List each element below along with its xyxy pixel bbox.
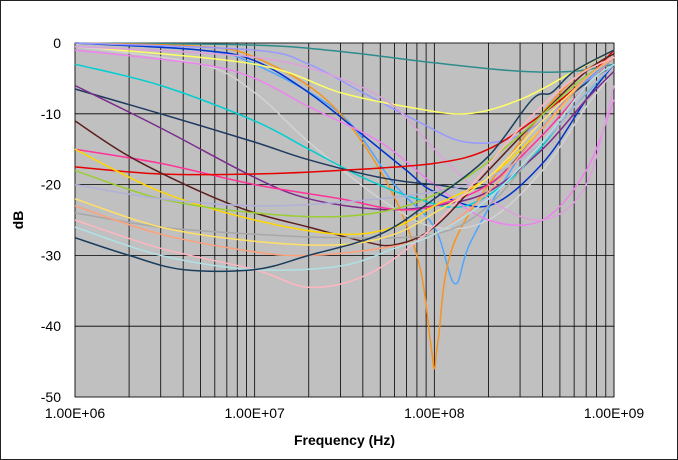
y-tick-label: -10 — [41, 106, 61, 122]
y-tick-label: -30 — [41, 247, 61, 263]
series-line-6 — [74, 45, 615, 115]
series-line-17 — [74, 56, 615, 218]
series-line-14 — [74, 49, 615, 176]
series-line-10 — [74, 45, 615, 222]
plot-area — [74, 42, 615, 398]
x-tick-label: 1.00E+07 — [224, 405, 285, 421]
y-axis-ticks: 0 -10 -20 -30 -40 -50 — [41, 35, 61, 405]
x-tick-label: 1.00E+08 — [404, 405, 465, 421]
series-line-9 — [74, 49, 615, 227]
y-tick-label: 0 — [53, 35, 61, 51]
series-line-18 — [74, 63, 615, 207]
y-tick-label: -20 — [41, 177, 61, 193]
y-tick-label: -40 — [41, 318, 61, 334]
series-line-8 — [74, 63, 615, 209]
x-axis-title: Frequency (Hz) — [294, 432, 395, 448]
x-tick-label: 1.00E+06 — [45, 405, 106, 421]
series-line-23 — [74, 63, 615, 272]
series-line-24 — [74, 49, 615, 273]
y-tick-label: -50 — [41, 389, 61, 405]
series-line-22 — [74, 56, 615, 289]
x-axis-ticks: 1.00E+06 1.00E+07 1.00E+08 1.00E+09 — [45, 405, 645, 421]
series-lines — [74, 42, 615, 370]
x-tick-label: 1.00E+09 — [584, 405, 645, 421]
y-axis-title: dB — [10, 211, 26, 230]
series-line-13 — [74, 56, 615, 211]
series-line-1 — [74, 42, 615, 74]
series-line-21 — [74, 56, 615, 257]
series-line-7 — [74, 45, 615, 230]
series-line-4 — [74, 42, 615, 208]
series-line-20 — [74, 56, 615, 246]
